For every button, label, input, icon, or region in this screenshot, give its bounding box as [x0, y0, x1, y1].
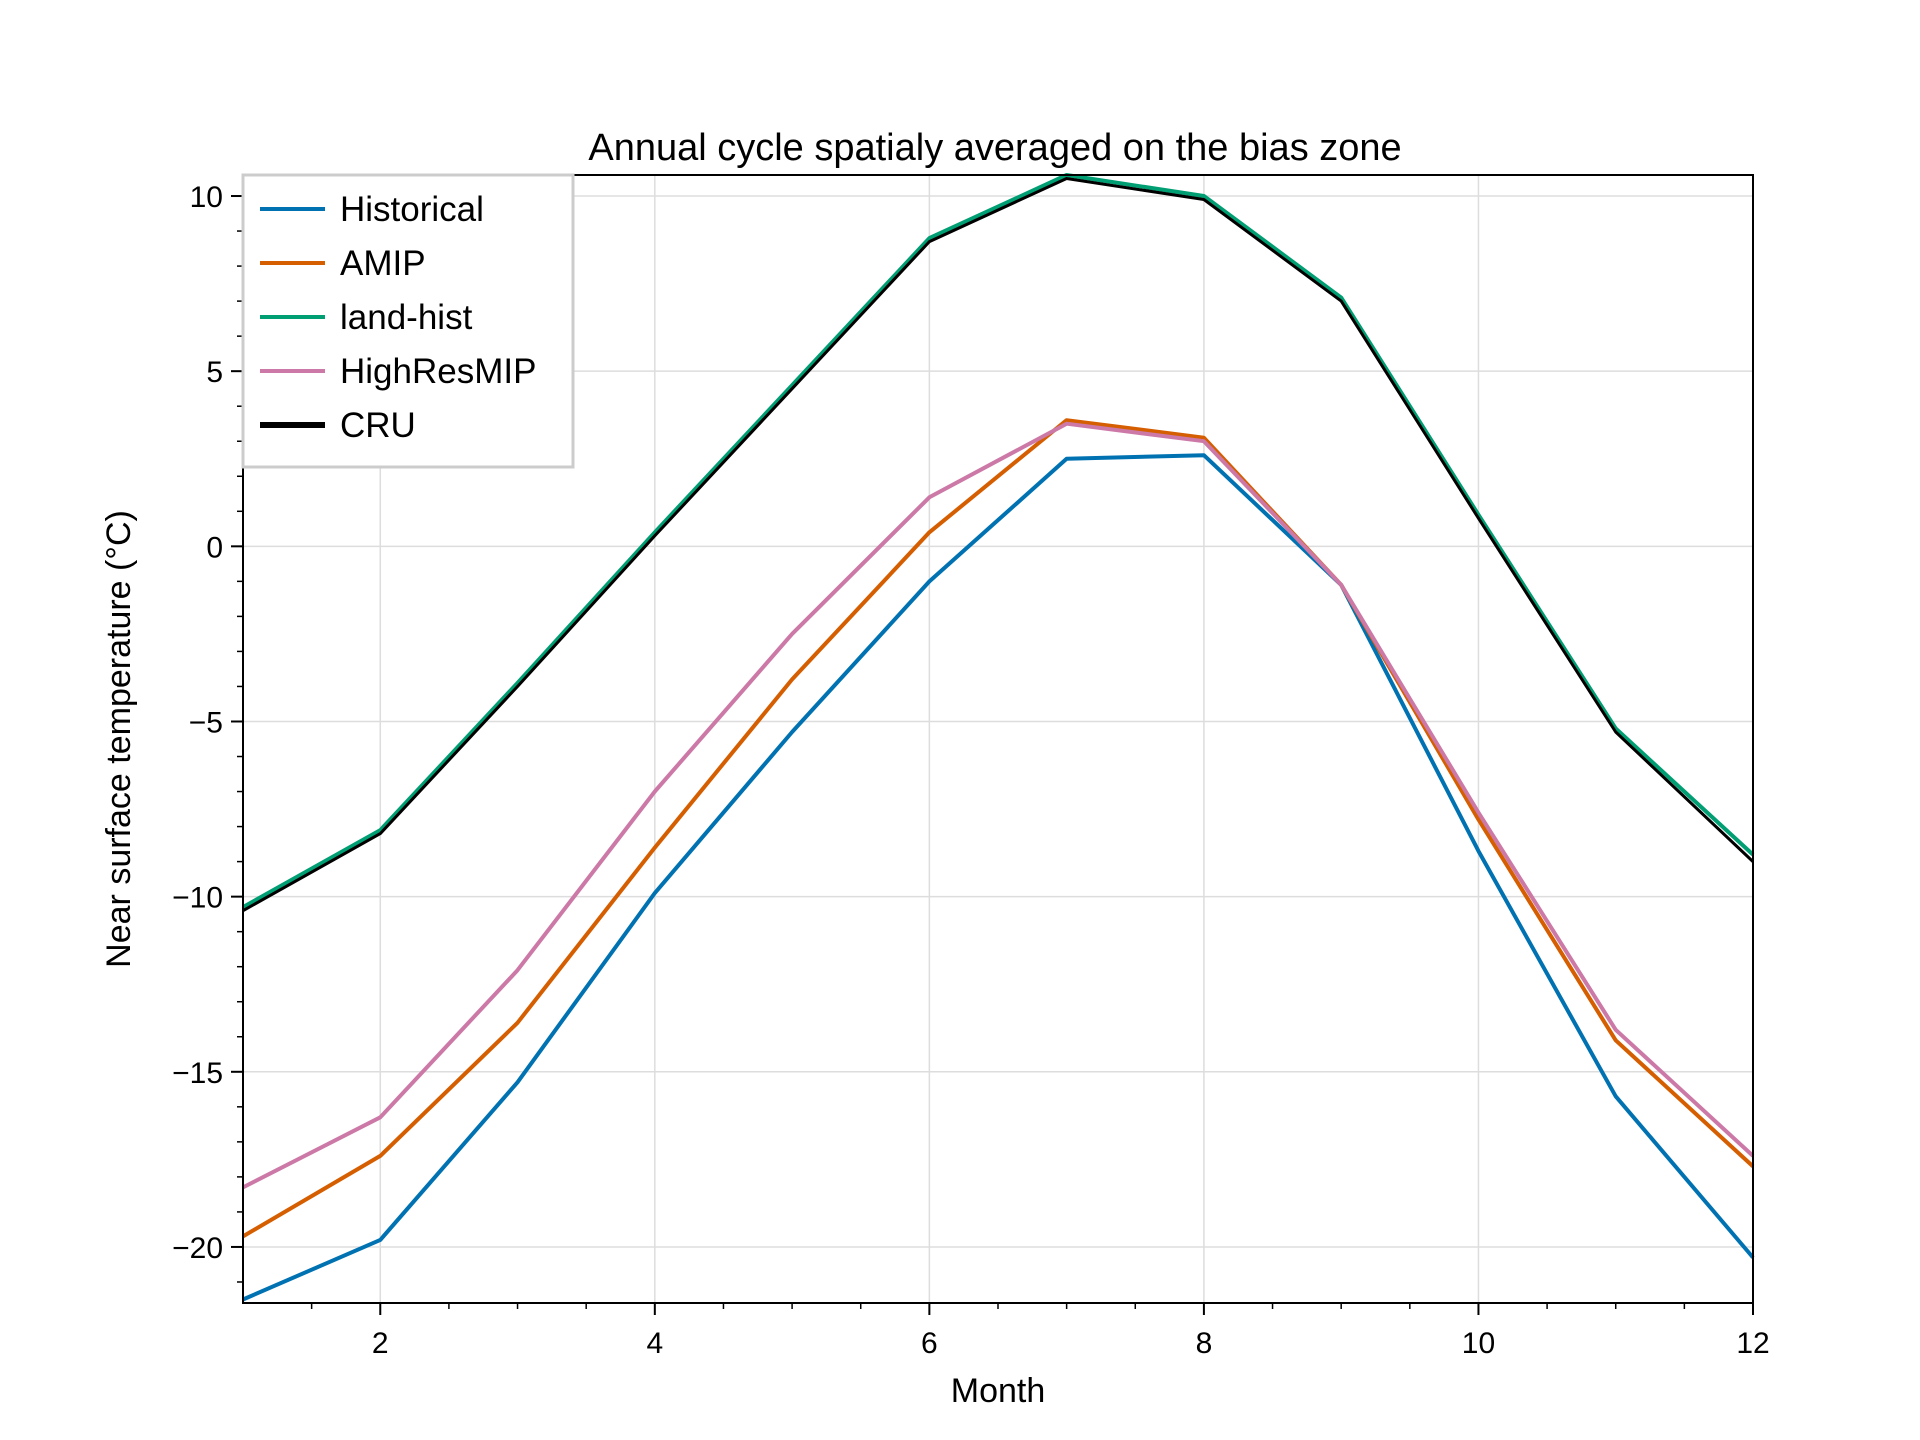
- x-tick-label: 12: [1736, 1327, 1769, 1360]
- legend-label: Historical: [340, 190, 484, 229]
- legend-label: HighResMIP: [340, 352, 536, 391]
- y-tick-label: −5: [189, 706, 223, 739]
- y-tick-label: 5: [206, 356, 223, 389]
- x-tick-label: 10: [1462, 1327, 1495, 1360]
- legend: Historical AMIP land-hist HighResMIP CRU: [241, 173, 575, 469]
- legend-label: land-hist: [340, 298, 473, 337]
- series-line-amip: [241, 418, 1755, 1239]
- series-line-historical: [242, 453, 1755, 1302]
- y-axis-label: Near surface temperature (°C): [100, 510, 138, 968]
- legend-box: [241, 173, 575, 469]
- x-tick-label: 4: [646, 1327, 663, 1360]
- y-tick-label: 0: [206, 531, 223, 564]
- series-line-land-hist: [242, 173, 1755, 909]
- y-tick-label: −15: [172, 1057, 223, 1090]
- chart-title: Annual cycle spatialy averaged on the bi…: [588, 127, 1401, 169]
- y-tick-label: −20: [172, 1232, 223, 1265]
- x-tick-label: 6: [921, 1327, 938, 1360]
- y-tick-label: 10: [190, 181, 223, 214]
- ticks: 2 4 6 8 10 12 10 5 0 −5 −10 −15 −20: [172, 181, 1770, 1360]
- y-tick-label: −10: [172, 882, 223, 915]
- series-line-cru: [242, 177, 1755, 913]
- x-tick-label: 2: [372, 1327, 389, 1360]
- legend-label: CRU: [340, 406, 416, 445]
- series-line-highresmip: [242, 421, 1755, 1190]
- x-tick-label: 8: [1196, 1327, 1213, 1360]
- x-axis-label: Month: [951, 1372, 1046, 1410]
- legend-label: AMIP: [340, 244, 426, 283]
- series-lines: [241, 173, 1755, 1302]
